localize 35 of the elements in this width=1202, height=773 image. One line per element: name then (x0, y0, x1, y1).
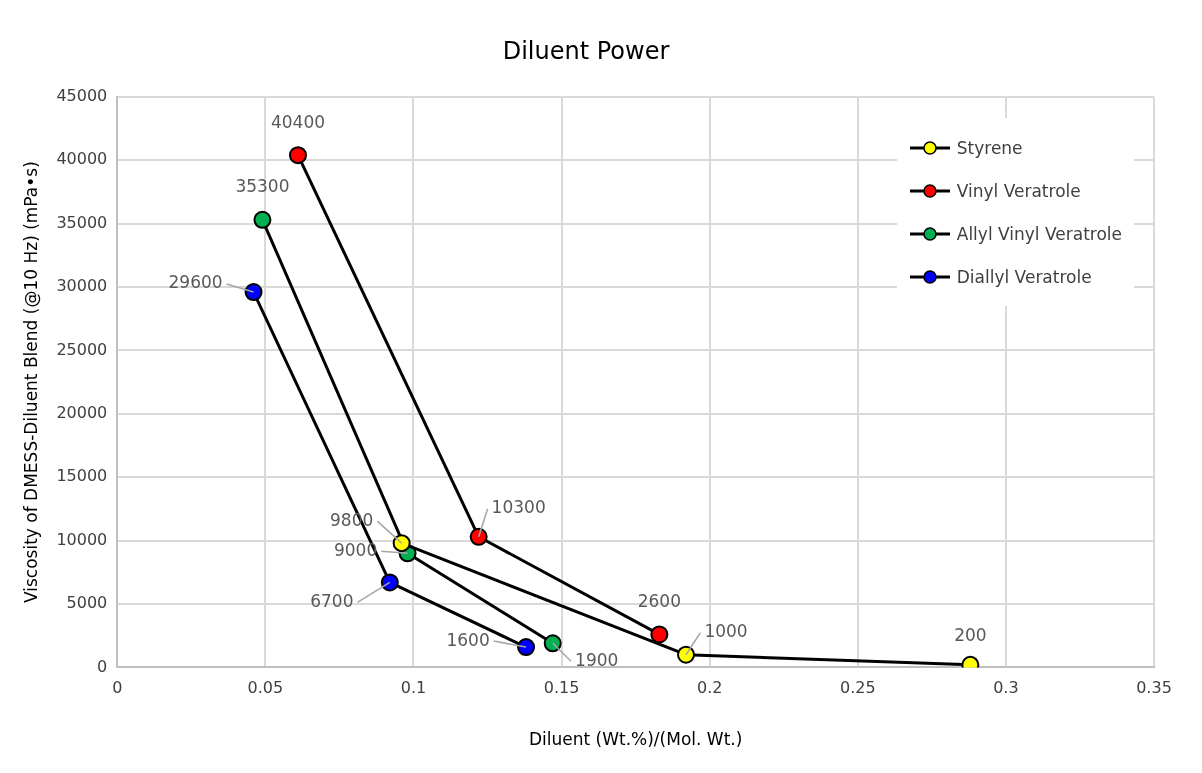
y-tick-label: 5000 (66, 593, 108, 613)
x-tick-label: 0.3 (993, 678, 1019, 698)
legend-label: Vinyl Veratrole (956, 180, 1081, 201)
data-label: 200 (954, 625, 987, 646)
x-tick-label: 0.2 (696, 678, 723, 698)
legend-label: Diallyl Veratrole (956, 266, 1092, 287)
x-tick-label: 0.25 (839, 678, 876, 698)
data-label: 1000 (704, 621, 748, 642)
x-tick-label: 0.05 (247, 678, 284, 698)
y-axis-title: Viscosity of DMESS-Diluent Blend (@10 Hz) (mPa•s) (20, 161, 41, 603)
y-tick-label: 25000 (56, 339, 108, 359)
data-label: 10300 (491, 497, 546, 518)
y-tick-label: 45000 (56, 85, 108, 105)
y-tick-label: 40000 (56, 149, 108, 169)
data-label: 2600 (637, 590, 681, 611)
legend-label: Styrene (956, 137, 1023, 158)
y-tick-label: 20000 (56, 402, 108, 422)
data-label: 40400 (270, 111, 326, 132)
x-tick-label: 0.1 (400, 678, 427, 698)
x-tick-label: 0 (112, 678, 123, 698)
x-axis-title: Diluent (Wt.%)/(Mol. Wt.) (528, 729, 743, 750)
chart-title: Diluent Power (502, 36, 670, 65)
y-tick-label: 15000 (56, 466, 108, 486)
y-tick-label: 0 (97, 656, 108, 676)
data-label: 1600 (446, 629, 490, 650)
data-label: 6700 (310, 590, 354, 611)
y-tick-label: 10000 (56, 529, 108, 549)
y-tick-label: 35000 (56, 212, 108, 232)
data-label: 29600 (168, 272, 223, 293)
legend-label: Allyl Vinyl Veratrole (956, 223, 1122, 244)
data-label: 35300 (235, 176, 290, 197)
x-tick-label: 0.15 (543, 678, 580, 698)
data-label: 1900 (575, 649, 619, 670)
y-tick-label: 30000 (56, 276, 108, 296)
x-tick-label: 0.35 (1136, 678, 1172, 698)
